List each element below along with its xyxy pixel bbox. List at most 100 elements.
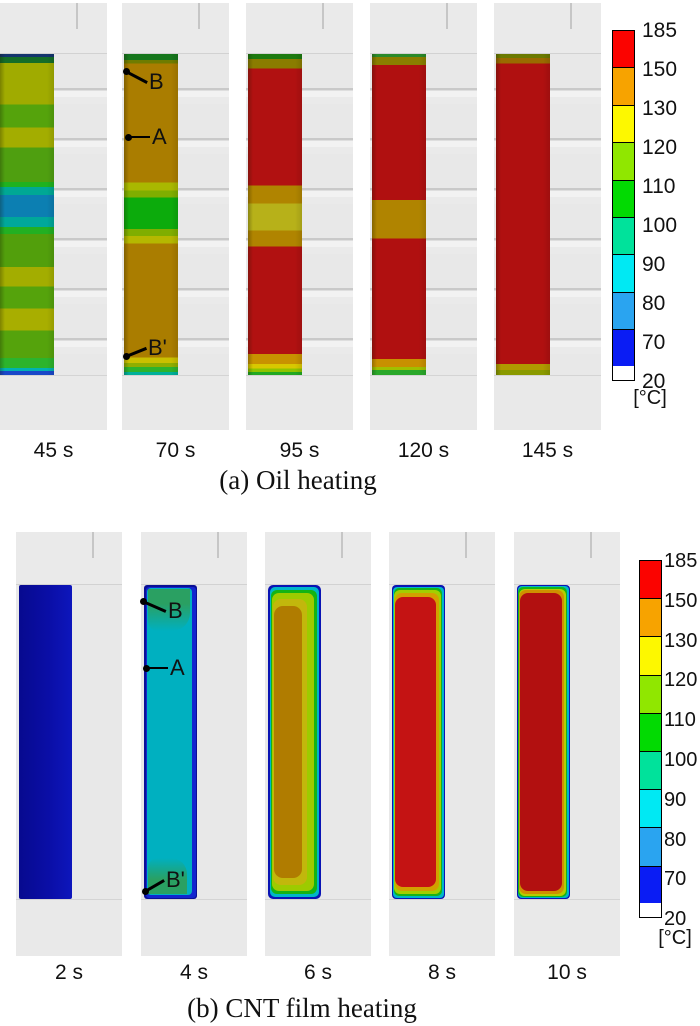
point-leader-line [146,666,168,670]
mold-top-block [122,3,229,54]
point-leader-line [128,135,150,139]
colorbar-tick-label: 100 [664,749,698,771]
colorbar-block [640,866,661,904]
contour-layer-5 [273,606,302,878]
colorbar-tick-label: 90 [642,253,666,276]
colorbar [639,560,662,919]
colorbar-tick-label: 20 [664,908,687,931]
contour-blob-bottom [148,858,187,894]
mold-notch [198,3,200,29]
colorbar-block [613,217,634,256]
bar-edge-shading [123,54,178,375]
panel-70s [122,3,229,430]
colorbar-tick-label: 120 [664,669,698,692]
mold-notch [446,3,448,29]
time-label-10s: 10 s [547,961,587,984]
contour-layer-5 [519,593,562,891]
colorbar-tick-label: 80 [642,292,666,315]
colorbar-tick-label: 100 [642,214,678,237]
mold-notch [76,3,78,29]
time-label-95s: 95 s [279,439,320,462]
mold-notch [322,3,324,29]
bar-edge-shading [247,54,302,375]
mold-top-block [246,3,353,54]
colorbar-block [640,828,661,867]
colorbar-tick-label: 130 [642,97,678,120]
panel-6s [265,532,371,956]
mold-notch [341,532,343,558]
panel-8s [389,532,495,956]
colorbar-tick-label: 130 [664,629,698,652]
colorbar-block [640,790,661,829]
mold-notch [217,532,219,558]
mold-top-block [514,532,620,585]
colorbar-tick-label: 150 [664,589,698,612]
temperature-bar-4s [144,585,197,899]
mold-notch [570,3,572,29]
mold-top-block [0,3,107,54]
panel-2s [16,532,122,956]
mold-top-block [370,3,477,54]
mold-notch [590,532,592,558]
mold-foot [246,375,353,430]
colorbar-tick-label: 185 [642,19,678,42]
colorbar-tick-label: 110 [642,175,676,198]
colorbar-tick-label: 80 [664,828,687,851]
colorbar-block [613,68,634,106]
point-label-A: A [152,124,167,149]
panel-95s [246,3,353,430]
colorbar-tick-label: 20 [642,370,666,393]
mold-foot [141,899,247,956]
point-label-B-prime: B' [166,867,185,892]
time-label-145s: 145 s [521,439,574,462]
contour-blob-top [148,589,190,631]
panel-10s [514,532,620,956]
point-label-B-prime: B' [148,335,167,360]
colorbar-tick-label: 120 [642,136,678,159]
colorbar-block [613,255,634,293]
mold-foot [494,375,601,430]
colorbar-block [613,330,634,366]
colorbar-block [640,751,661,791]
colorbar-block [613,105,634,144]
colorbar-unit-label: [°C] [633,387,667,409]
time-label-120s: 120 s [397,439,450,462]
mold-top-block [389,532,495,585]
mold-foot [16,899,122,956]
panel-120s [370,3,477,430]
colorbar [612,30,635,381]
temperature-bar-145s [495,54,550,375]
colorbar-block [640,713,661,752]
mold-top-block [141,532,247,585]
mold-foot [370,375,477,430]
colorbar-block [640,599,661,638]
mold-top-block [16,532,122,585]
time-label-2s: 2 s [54,961,83,984]
point-label-B: B [149,69,164,94]
mold-foot [265,899,371,956]
colorbar-tick-label: 150 [642,58,678,81]
time-label-70s: 70 s [155,439,196,462]
mold-foot [0,375,107,430]
bar-edge-shading [0,54,54,375]
colorbar-block [613,292,634,331]
colorbar-tick-label: 185 [664,550,698,572]
temperature-bar-70s [123,54,178,375]
colorbar-tick-label: 70 [664,868,687,891]
caption-oil-heating: (a) Oil heating [219,465,377,495]
mold-notch [92,532,94,558]
mold-top-block [265,532,371,585]
temperature-bar-120s [371,54,426,375]
mold-foot [122,375,229,430]
time-label-4s: 4 s [179,961,208,984]
temperature-bar-8s [392,585,445,899]
mold-foot [389,899,495,956]
colorbar-tick-label: 70 [642,331,666,354]
caption-cnt-film-heating: (b) CNT film heating [187,993,417,1023]
temperature-bar-95s [247,54,302,375]
colorbar-block [640,675,661,714]
mold-top-block [494,3,601,54]
colorbar-block [640,561,661,600]
contour-layer-2 [146,588,192,895]
panel-145s [494,3,601,430]
